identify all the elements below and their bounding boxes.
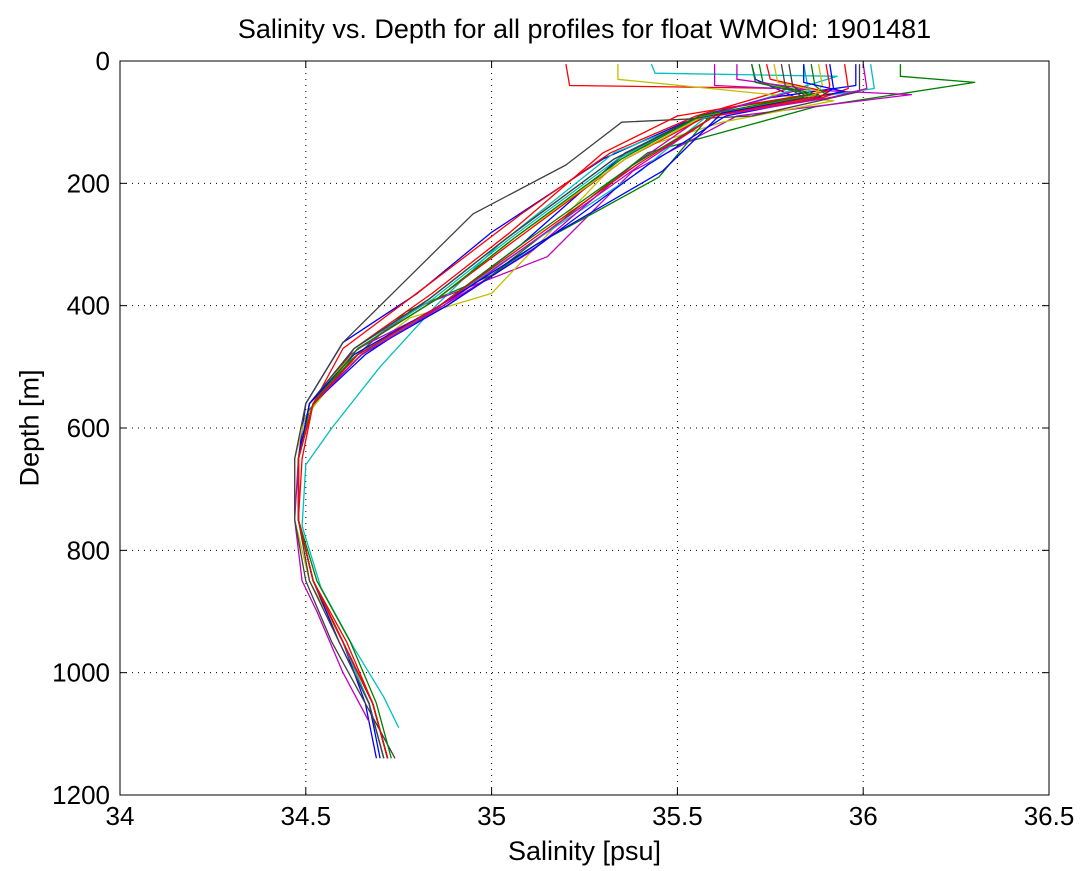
chart-title: Salinity vs. Depth for all profiles for … <box>237 14 932 44</box>
profile-line <box>294 64 861 759</box>
profile-line <box>297 63 790 759</box>
profile-line <box>297 63 805 759</box>
y-tick-label: 400 <box>67 291 110 321</box>
x-tick-label: 36 <box>849 801 878 831</box>
profile-line <box>297 64 835 759</box>
x-axis-label: Salinity [psu] <box>507 836 662 866</box>
profile-line <box>297 64 805 759</box>
y-axis-label: Depth [m] <box>14 369 45 487</box>
x-tick-label: 36.5 <box>1024 801 1075 831</box>
profile-line <box>297 63 835 759</box>
profile-line <box>297 63 797 759</box>
y-tick-label: 1000 <box>52 658 110 688</box>
x-tick-label: 34.5 <box>280 801 331 831</box>
profile-line <box>297 64 868 759</box>
profile-line <box>297 63 827 759</box>
profile-line <box>297 64 857 759</box>
x-tick-label: 35.5 <box>652 801 703 831</box>
profile-line <box>297 63 827 759</box>
profile-line <box>297 63 809 759</box>
profile-line <box>297 63 812 759</box>
series-lines <box>294 63 976 759</box>
y-tick-label: 0 <box>96 46 110 76</box>
y-tick-label: 1200 <box>52 780 110 810</box>
x-tick-label: 34 <box>106 801 135 831</box>
y-tick-label: 800 <box>67 535 110 565</box>
profile-line <box>294 64 835 759</box>
profile-line <box>297 63 812 759</box>
profile-line <box>297 64 849 759</box>
profile-line <box>297 64 875 759</box>
ticks <box>119 60 1050 796</box>
profile-line <box>297 64 846 759</box>
profile-line <box>301 63 838 728</box>
x-tick-label: 35 <box>477 801 506 831</box>
y-tick-label: 200 <box>67 168 110 198</box>
tick-labels: 34 34.5 35 35.5 36 36.5 0 200 400 600 800 1000 1200 <box>52 46 1074 831</box>
profile-line <box>294 64 913 722</box>
profile-line <box>297 63 831 759</box>
y-tick-label: 600 <box>67 413 110 443</box>
